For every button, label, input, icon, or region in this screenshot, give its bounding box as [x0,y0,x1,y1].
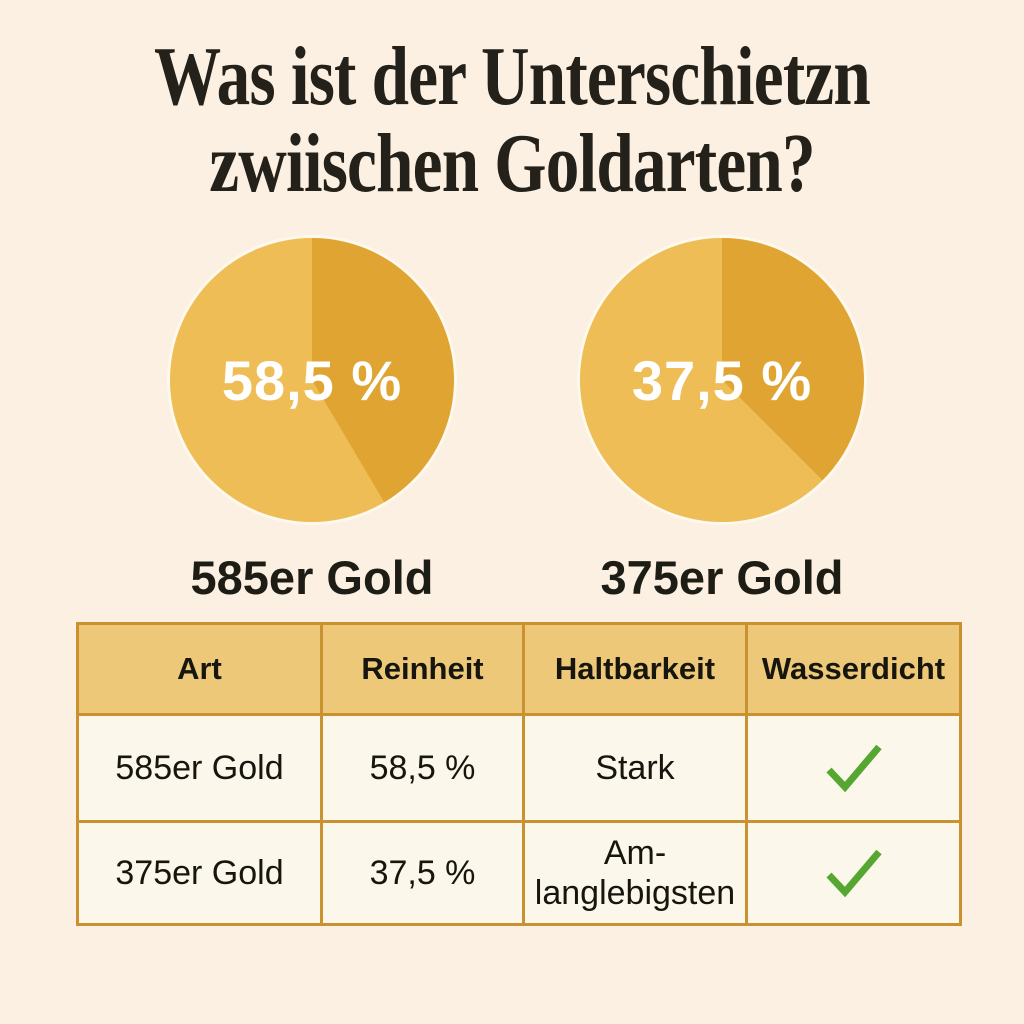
pie-figure-585: 58,5 % 585er Gold [170,238,454,605]
pie-chart-585: 58,5 % [170,238,454,522]
cell-reinheit-585: 58,5 % [320,713,525,823]
title-line-2: zwiischen Goldarten? [209,116,815,210]
check-icon [825,744,882,793]
pie-value-label-375: 37,5 % [631,348,813,412]
pie-chart-375: 37,5 % [580,238,864,522]
column-header-art: Art [76,622,323,716]
cell-haltbarkeit-585: Stark [522,713,748,823]
pie-caption-375: 375er Gold [600,551,844,604]
pie-value-label-585: 58,5 % [221,348,403,412]
cell-reinheit-375: 37,5 % [320,820,525,926]
table-row: 585er Gold 58,5 % Stark [76,713,962,823]
gold-comparison-table: Art Reinheit Haltbarkeit Wasserdicht 585… [76,622,962,926]
pie-figure-375: 37,5 % 375er Gold [580,238,864,605]
cell-art-375: 375er Gold [76,820,323,926]
table-header-row: Art Reinheit Haltbarkeit Wasserdicht [76,622,962,716]
cell-art-585: 585er Gold [76,713,323,823]
title-line-1: Was ist der Unterschietzn [153,30,871,123]
page-title: Was ist der Unterschietzn zwiischen Gold… [0,30,1024,210]
cell-wasserdicht-585 [745,713,962,823]
check-icon [825,849,882,898]
table-row: 375er Gold 37,5 % Am- langlebigsten [76,820,962,926]
pie-caption-585: 585er Gold [190,551,434,604]
cell-wasserdicht-375 [745,820,962,926]
cell-haltbarkeit-375: Am- langlebigsten [522,820,748,926]
column-header-reinheit: Reinheit [320,622,525,716]
column-header-wasserdicht: Wasserdicht [745,622,962,716]
column-header-haltbarkeit: Haltbarkeit [522,622,748,716]
